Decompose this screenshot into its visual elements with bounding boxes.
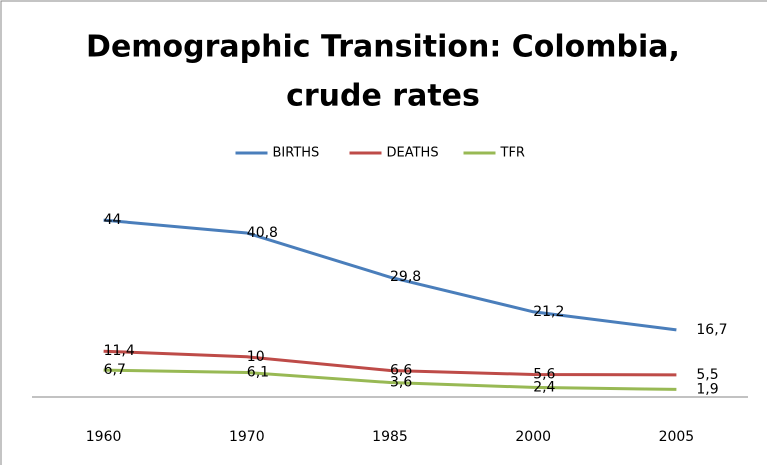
data-label: 29,8 (390, 269, 421, 285)
data-label: 11,4 (104, 343, 135, 359)
data-label: 1,9 (696, 381, 718, 397)
x-tick-label: 1970 (229, 429, 265, 445)
x-tick-label: 2000 (515, 429, 551, 445)
data-label: 21,2 (533, 304, 564, 320)
series-line (103, 368, 677, 391)
chart-title: Demographic Transition: Colombia, (86, 30, 680, 65)
x-tick-label: 1985 (372, 429, 408, 445)
legend-label: TFR (500, 146, 525, 161)
series-line (103, 349, 677, 377)
legend-label: DEATHS (387, 146, 439, 161)
data-label: 3,6 (390, 375, 412, 391)
data-label: 6,1 (247, 364, 269, 380)
series-line (103, 218, 677, 332)
data-label: 6,7 (104, 362, 126, 378)
x-tick-label: 2005 (659, 429, 695, 445)
data-label: 2,4 (533, 379, 555, 395)
data-label: 40,8 (247, 225, 278, 241)
legend-label: BIRTHS (273, 146, 320, 161)
data-label: 10 (247, 349, 265, 365)
x-tick-label: 1960 (86, 429, 122, 445)
data-label: 5,5 (696, 367, 718, 383)
chart-title: crude rates (286, 79, 480, 114)
data-label: 5,6 (533, 366, 555, 382)
data-label: 44 (104, 212, 122, 228)
legend: BIRTHS DEATHS TFR (235, 146, 525, 161)
data-label: 16,7 (696, 322, 727, 338)
data-label: 6,6 (390, 362, 412, 378)
